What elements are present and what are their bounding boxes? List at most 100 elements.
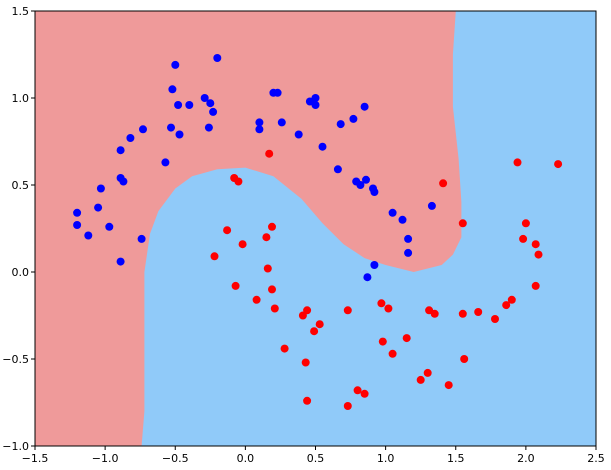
y-tick-label: 0.5 xyxy=(12,179,30,192)
data-point-red xyxy=(416,375,425,384)
data-point-blue xyxy=(84,231,93,240)
data-point-red xyxy=(534,250,543,259)
data-point-blue xyxy=(311,94,320,102)
data-point-blue xyxy=(277,118,286,127)
data-point-red xyxy=(513,158,522,167)
y-axis: −1.0 −0.5 0.0 0.5 1.0 1.5 xyxy=(2,5,35,453)
data-point-blue xyxy=(404,234,413,243)
x-tick-label: 2.5 xyxy=(587,452,605,465)
data-point-blue xyxy=(206,99,215,108)
data-point-blue xyxy=(137,234,146,243)
y-tick-label: −1.0 xyxy=(2,440,29,453)
x-tick-label: 0.5 xyxy=(307,452,325,465)
data-point-red xyxy=(458,219,467,228)
data-point-blue xyxy=(168,85,177,94)
data-point-red xyxy=(388,349,397,358)
x-tick-label: −1.5 xyxy=(22,452,49,465)
y-tick-label: 1.5 xyxy=(12,5,30,18)
data-point-red xyxy=(268,222,276,231)
y-tick-label: 1.0 xyxy=(12,92,30,105)
data-point-blue xyxy=(318,142,327,151)
x-tick-label: 1.5 xyxy=(447,452,465,465)
data-point-blue xyxy=(200,94,209,102)
data-point-red xyxy=(315,320,324,329)
data-point-red xyxy=(402,334,411,343)
data-point-blue xyxy=(94,203,103,212)
data-point-blue xyxy=(96,184,105,193)
data-point-red xyxy=(519,234,528,243)
data-point-blue xyxy=(363,273,372,282)
data-point-blue xyxy=(336,120,345,129)
data-point-red xyxy=(223,226,232,235)
y-tick-label: −0.5 xyxy=(2,353,29,366)
data-point-blue xyxy=(174,101,183,109)
data-point-blue xyxy=(311,101,320,109)
data-point-blue xyxy=(333,165,342,174)
x-tick-label: −0.5 xyxy=(162,452,189,465)
data-point-red xyxy=(268,285,276,294)
data-point-red xyxy=(531,240,540,249)
data-point-blue xyxy=(105,222,114,231)
data-point-blue xyxy=(171,60,180,69)
data-point-blue xyxy=(139,125,147,134)
data-point-red xyxy=(310,327,319,336)
data-point-red xyxy=(460,355,469,363)
data-point-blue xyxy=(362,175,370,184)
data-point-blue xyxy=(73,221,82,229)
data-point-red xyxy=(521,219,530,228)
data-point-red xyxy=(353,386,362,395)
data-point-red xyxy=(423,368,432,377)
x-tick-label: 2.0 xyxy=(517,452,535,465)
data-point-red xyxy=(280,344,289,353)
data-point-red xyxy=(343,402,352,410)
data-point-red xyxy=(439,179,448,188)
y-tick-label: 0.0 xyxy=(12,266,30,279)
data-point-blue xyxy=(356,181,365,189)
data-point-red xyxy=(378,337,387,346)
data-point-blue xyxy=(398,215,407,224)
data-point-blue xyxy=(116,257,125,266)
data-point-blue xyxy=(294,130,303,139)
data-point-blue xyxy=(161,158,170,167)
data-point-red xyxy=(231,281,240,290)
x-tick-label: 0.0 xyxy=(237,452,255,465)
data-point-blue xyxy=(273,88,282,97)
data-point-red xyxy=(384,304,393,313)
data-point-red xyxy=(444,381,453,390)
data-point-blue xyxy=(119,177,128,186)
data-point-red xyxy=(491,315,499,323)
x-tick-label: −1.0 xyxy=(92,452,119,465)
points-layer xyxy=(73,54,563,410)
data-point-blue xyxy=(360,102,369,111)
data-point-blue xyxy=(427,201,436,210)
data-point-red xyxy=(303,396,312,405)
data-point-red xyxy=(554,160,563,169)
data-point-blue xyxy=(126,134,135,142)
data-point-red xyxy=(343,306,352,315)
data-point-red xyxy=(265,149,274,158)
data-point-red xyxy=(238,240,247,249)
data-point-blue xyxy=(167,123,175,132)
data-point-red xyxy=(210,252,219,261)
data-point-red xyxy=(377,299,386,308)
data-point-blue xyxy=(73,208,82,217)
data-point-blue xyxy=(213,54,222,62)
data-point-blue xyxy=(349,114,358,123)
x-axis: −1.5 −1.0 −0.5 0.0 0.5 1.0 1.5 2.0 2.5 xyxy=(22,446,605,465)
data-point-red xyxy=(458,309,467,318)
data-point-red xyxy=(270,304,279,313)
data-point-blue xyxy=(388,208,397,217)
data-point-red xyxy=(263,264,272,273)
data-point-red xyxy=(252,295,261,304)
data-point-red xyxy=(234,177,243,186)
data-point-red xyxy=(502,301,511,310)
data-point-blue xyxy=(404,248,413,257)
data-point-blue xyxy=(116,146,125,155)
data-point-blue xyxy=(255,118,264,127)
data-point-blue xyxy=(175,130,184,139)
data-point-blue xyxy=(255,125,264,134)
data-point-red xyxy=(301,358,310,367)
data-point-red xyxy=(430,309,439,318)
data-point-red xyxy=(298,311,307,320)
